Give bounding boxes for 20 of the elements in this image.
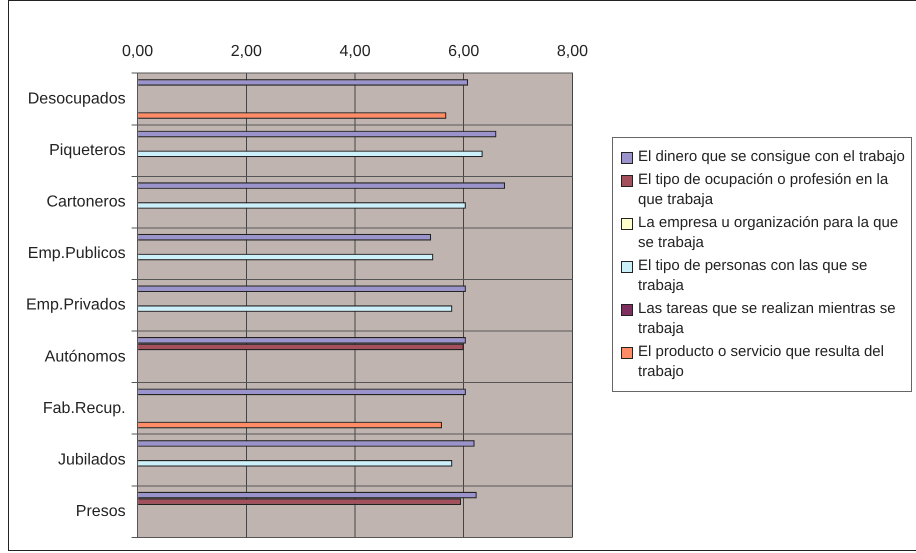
x-tick-label: 4,00 [339, 43, 371, 60]
legend-label: El producto o servicio que resulta del trabajo [638, 342, 885, 382]
x-tick-label: 0,00 [122, 43, 154, 60]
y-tick-label: Fab.Recup. [42, 400, 126, 417]
y-tick-label: Emp.Privados [26, 296, 126, 314]
x-tick-label: 8,00 [556, 43, 588, 60]
y-tick-label: Autónomos [44, 348, 126, 366]
legend-label: El dinero que se consigue con el trabajo [638, 147, 905, 167]
y-tick-label: Jubilados [58, 451, 126, 468]
legend-label: El tipo de personas con las que se trabaja [638, 256, 868, 296]
y-tick-label: Piqueteros [49, 142, 126, 159]
x-tick-label: 2,00 [230, 43, 262, 60]
y-tick-label: Emp.Publicos [28, 245, 126, 262]
legend-label: Las tareas que se realizan mientras se trabaja [638, 299, 897, 339]
y-tick-label: Desocupados [28, 90, 126, 108]
y-tick-label: Presos [76, 503, 126, 520]
legend-label: La empresa u organización para la que se trabaja [638, 213, 900, 253]
x-tick-label: 6,00 [448, 43, 480, 60]
y-tick-label: Cartoneros [46, 194, 126, 211]
legend-label: El tipo de ocupación o profesión en la que trabaja [638, 170, 890, 210]
